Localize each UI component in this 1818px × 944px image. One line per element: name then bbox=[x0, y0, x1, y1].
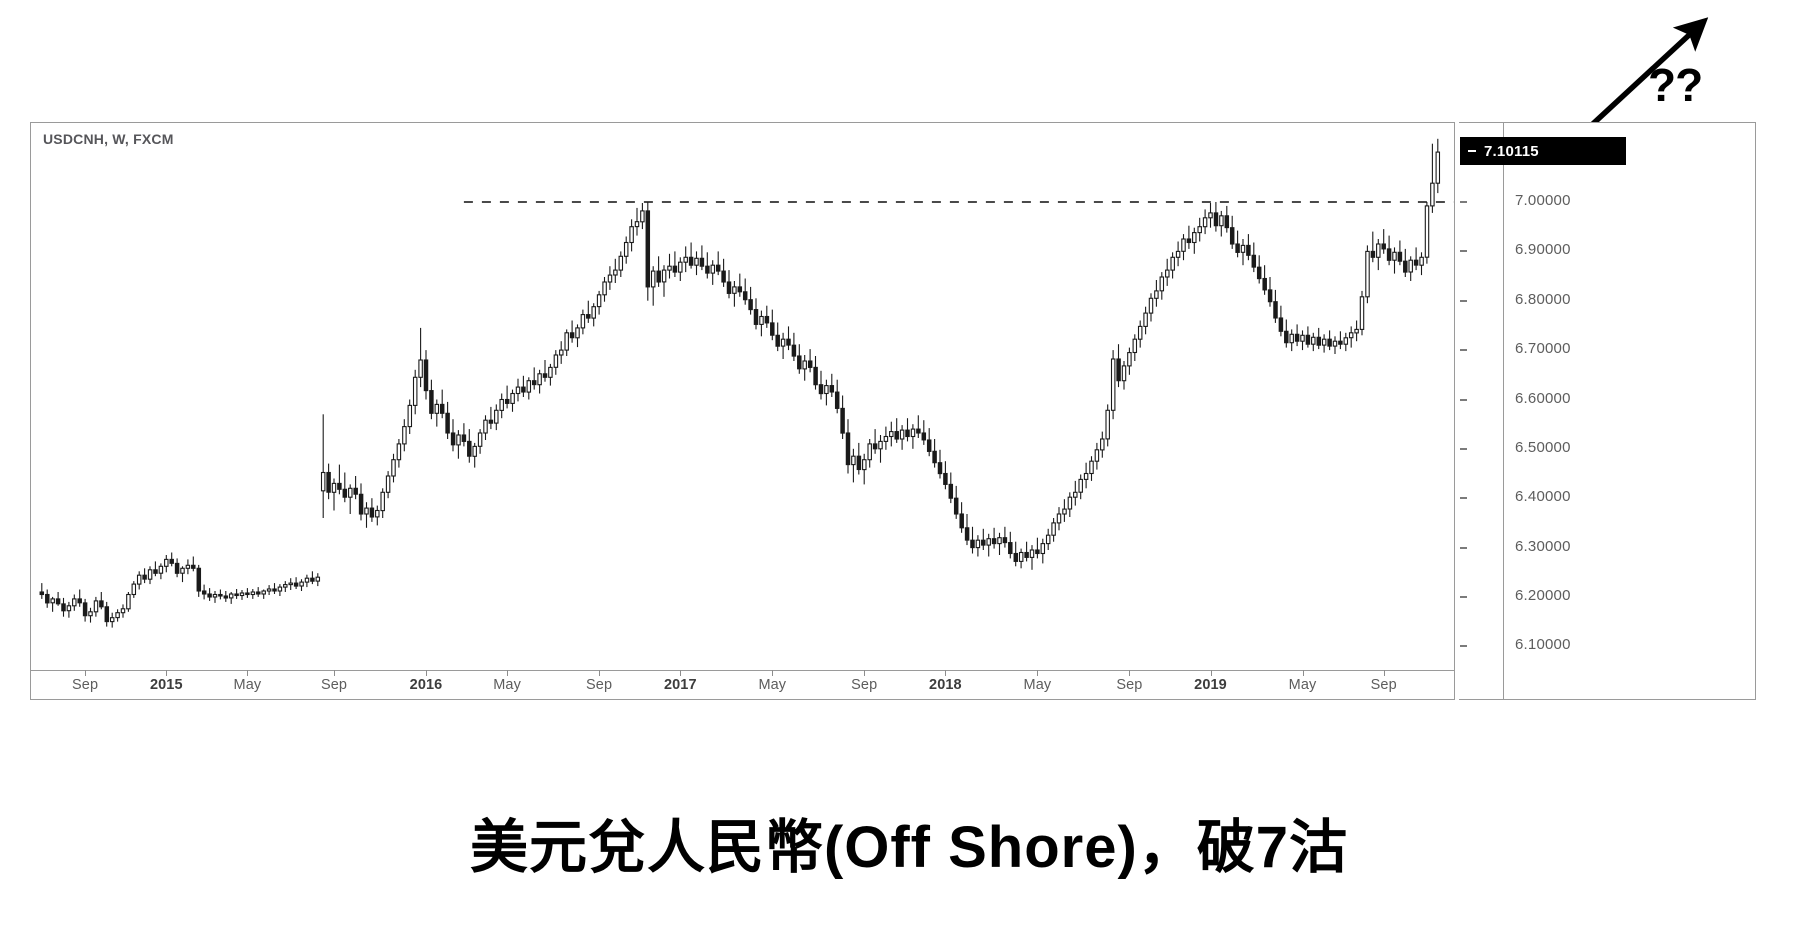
x-tick-mark bbox=[426, 670, 427, 676]
price-axis-ticks: 6.10000 6.20000 6.30000 6.40000 6.50000 6.600… bbox=[1459, 123, 1570, 699]
price-badge-tick-icon bbox=[1468, 150, 1476, 153]
x-tick-mark bbox=[507, 670, 509, 676]
x-tick-label: 2019 bbox=[1194, 677, 1227, 693]
x-tick-mark bbox=[599, 670, 601, 676]
plot-area[interactable] bbox=[31, 123, 1454, 671]
x-tick-label: Sep bbox=[320, 677, 348, 693]
x-tick-mark bbox=[945, 670, 947, 676]
price-tick-label: 6.60000 bbox=[1515, 389, 1571, 407]
candlestick-series bbox=[39, 138, 1454, 628]
x-tick-mark bbox=[334, 670, 335, 676]
x-tick-label: Sep bbox=[1116, 677, 1143, 693]
x-tick-mark bbox=[772, 670, 774, 676]
x-tick-mark bbox=[1037, 670, 1039, 676]
price-tick-label: 6.30000 bbox=[1515, 537, 1571, 555]
question-marks-annotation: ?? bbox=[1648, 59, 1703, 111]
x-tick-label: 2018 bbox=[929, 677, 962, 693]
x-tick-label: Sep bbox=[586, 677, 613, 693]
price-tick-label: 6.70000 bbox=[1515, 340, 1571, 358]
page-caption: 美元兌人民幣(Off Shore)，破7沽 bbox=[469, 815, 1349, 880]
price-tick-label: 6.90000 bbox=[1515, 241, 1571, 259]
price-tick-dash-icon bbox=[1460, 447, 1467, 450]
x-tick-label: May bbox=[233, 677, 262, 693]
price-chart[interactable]: USDCNH, W, FXCM Sep 2015 May Sep 2016 May Sep 2… bbox=[30, 122, 1455, 700]
current-price-badge: 7.10115 bbox=[1460, 137, 1626, 166]
price-tick-dash-icon bbox=[1460, 201, 1467, 203]
x-tick-mark bbox=[166, 670, 168, 676]
price-tick-dash-icon bbox=[1460, 398, 1467, 401]
x-tick-label: Sep bbox=[1370, 677, 1397, 693]
x-tick-mark bbox=[1302, 670, 1304, 676]
x-tick-label: May bbox=[758, 677, 787, 693]
x-tick-label: 2015 bbox=[149, 677, 183, 693]
price-tick-label: 6.50000 bbox=[1515, 438, 1571, 456]
x-tick-label: 2017 bbox=[663, 677, 697, 693]
price-tick-dash-icon bbox=[1460, 595, 1467, 598]
x-tick-mark bbox=[680, 670, 682, 676]
price-tick-dash-icon bbox=[1460, 497, 1467, 500]
x-tick-mark bbox=[1210, 670, 1212, 676]
x-tick-mark bbox=[85, 670, 87, 676]
price-tick-dash-icon bbox=[1460, 546, 1467, 549]
price-tick-dash-icon bbox=[1460, 645, 1467, 648]
price-tick-dash-icon bbox=[1460, 349, 1467, 352]
x-tick-mark bbox=[247, 670, 249, 676]
price-axis[interactable]: 6.10000 6.20000 6.30000 6.40000 6.50000 6.600… bbox=[1459, 122, 1756, 700]
price-tick-label: 7.00000 bbox=[1515, 192, 1571, 209]
x-tick-mark bbox=[1129, 670, 1131, 676]
x-tick-label: May bbox=[1023, 677, 1052, 693]
x-tick-label: Sep bbox=[851, 677, 878, 693]
price-tick-label: 6.40000 bbox=[1515, 488, 1571, 506]
price-tick-label: 6.10000 bbox=[1515, 636, 1571, 654]
x-tick-label: May bbox=[493, 677, 521, 693]
chart-symbol-label: USDCNH, W, FXCM bbox=[43, 131, 174, 147]
price-tick-label: 6.20000 bbox=[1515, 586, 1571, 604]
price-tick-dash-icon bbox=[1460, 299, 1467, 302]
price-tick-dash-icon bbox=[1460, 250, 1467, 253]
current-price-value: 7.10115 bbox=[1484, 142, 1539, 160]
x-tick-mark bbox=[1383, 670, 1385, 676]
price-tick-label: 6.80000 bbox=[1515, 290, 1571, 308]
x-tick-label: Sep bbox=[72, 677, 99, 693]
x-tick-label: May bbox=[1288, 677, 1317, 693]
x-tick-mark bbox=[864, 670, 866, 676]
x-axis[interactable]: Sep 2015 May Sep 2016 May Sep 2017 May Sep 2018 May… bbox=[31, 670, 1454, 699]
x-tick-label: 2016 bbox=[409, 677, 443, 693]
